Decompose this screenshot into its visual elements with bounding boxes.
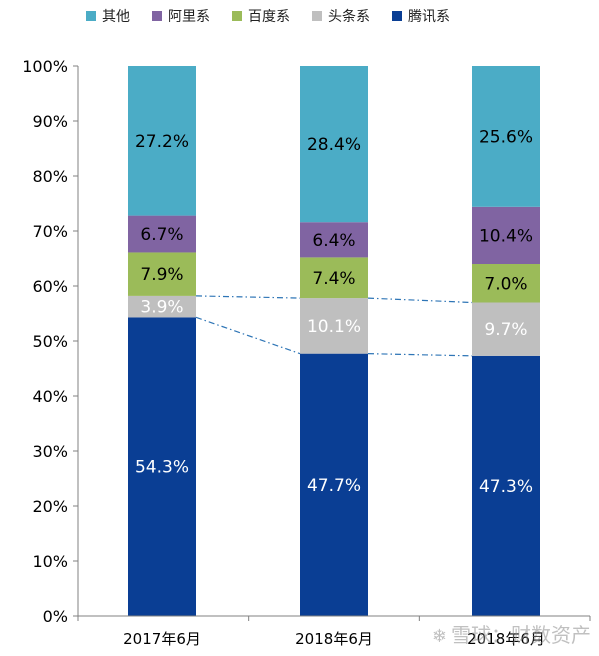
y-tick-label: 100% xyxy=(22,57,68,76)
bar-segment xyxy=(300,257,368,299)
bar-segment xyxy=(300,66,368,223)
legend-item: 头条系 xyxy=(312,6,370,26)
data-label: 9.7% xyxy=(484,320,527,340)
connector-line xyxy=(195,295,301,299)
bar-segment xyxy=(472,302,540,356)
x-tick-label: 2018年6月 xyxy=(295,630,373,648)
legend-swatch xyxy=(152,11,162,21)
y-tick-label: 30% xyxy=(32,442,68,461)
y-tick-label: 90% xyxy=(32,112,68,131)
data-label: 6.7% xyxy=(140,225,183,245)
data-label: 28.4% xyxy=(307,135,361,155)
data-label: 6.4% xyxy=(312,231,355,251)
data-label: 3.9% xyxy=(140,298,183,318)
data-label: 25.6% xyxy=(479,127,533,147)
y-tick-label: 10% xyxy=(32,552,68,571)
bar-segment xyxy=(128,215,196,253)
data-label: 27.2% xyxy=(135,132,189,152)
y-tick-label: 40% xyxy=(32,387,68,406)
bar-segment xyxy=(472,355,540,616)
bar-segment xyxy=(472,264,540,303)
bar-segment xyxy=(472,206,540,264)
legend-swatch xyxy=(86,11,96,21)
bar-segment xyxy=(300,298,368,354)
legend-item: 腾讯系 xyxy=(392,6,450,26)
legend-item: 百度系 xyxy=(232,6,290,26)
data-label: 47.7% xyxy=(307,476,361,496)
bar-segment xyxy=(300,353,368,616)
connector-line xyxy=(367,353,473,357)
bar-segment xyxy=(472,66,540,207)
y-tick-label: 20% xyxy=(32,497,68,516)
data-label: 7.0% xyxy=(484,274,527,294)
x-tick-label: 2018年6月 xyxy=(467,630,545,648)
legend-label: 头条系 xyxy=(328,9,370,25)
y-tick-label: 70% xyxy=(32,222,68,241)
legend-label: 百度系 xyxy=(248,9,290,25)
bar-segment xyxy=(128,317,196,616)
watermark: ❄ 雪球：财数资产 xyxy=(432,619,591,648)
snowball-icon: ❄ xyxy=(431,626,447,647)
watermark-text: 雪球：财数资产 xyxy=(451,623,591,647)
legend-label: 腾讯系 xyxy=(408,9,450,25)
data-label: 10.4% xyxy=(479,226,533,246)
legend-label: 阿里系 xyxy=(168,9,210,25)
legend-item: 其他 xyxy=(86,6,130,26)
data-label: 7.4% xyxy=(312,269,355,289)
legend-swatch xyxy=(232,11,242,21)
legend-swatch xyxy=(392,11,402,21)
y-tick-label: 50% xyxy=(32,332,68,351)
bar-segment xyxy=(128,66,196,216)
data-label: 47.3% xyxy=(479,477,533,497)
connector-line xyxy=(195,316,301,355)
bar-segment xyxy=(128,295,196,318)
legend-item: 阿里系 xyxy=(152,6,210,26)
x-tick-label: 2017年6月 xyxy=(123,630,201,648)
y-tick-label: 60% xyxy=(32,277,68,296)
chart-legend: 其他 阿里系 百度系 头条系 腾讯系 xyxy=(86,6,450,26)
y-tick-label: 0% xyxy=(43,607,68,626)
bar-segment xyxy=(128,252,196,296)
y-tick-label: 80% xyxy=(32,167,68,186)
legend-swatch xyxy=(312,11,322,21)
data-label: 54.3% xyxy=(135,458,189,478)
legend-label: 其他 xyxy=(102,9,130,25)
data-label: 7.9% xyxy=(140,265,183,285)
connector-line xyxy=(367,297,473,304)
bar-segment xyxy=(300,222,368,258)
data-label: 10.1% xyxy=(307,317,361,337)
